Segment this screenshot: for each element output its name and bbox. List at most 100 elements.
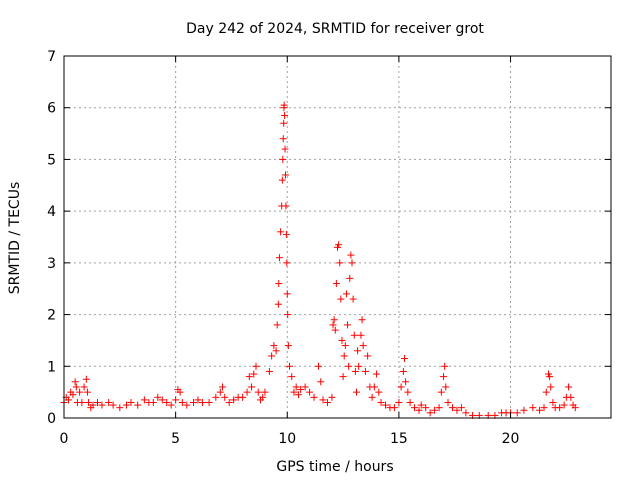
data-point bbox=[288, 373, 296, 381]
data-point bbox=[178, 398, 186, 406]
data-point bbox=[370, 383, 378, 391]
data-point bbox=[252, 362, 260, 370]
data-point bbox=[546, 373, 554, 381]
data-point bbox=[281, 171, 289, 179]
y-tick-label: 0 bbox=[47, 411, 56, 427]
data-point bbox=[134, 401, 142, 409]
y-tick-label: 1 bbox=[47, 359, 56, 375]
data-point bbox=[411, 404, 419, 412]
data-point bbox=[547, 383, 555, 391]
y-tick-label: 2 bbox=[47, 308, 56, 324]
data-point bbox=[345, 362, 353, 370]
data-point bbox=[344, 321, 352, 329]
data-point bbox=[254, 388, 262, 396]
data-point bbox=[183, 401, 191, 409]
data-point bbox=[272, 347, 280, 355]
data-point bbox=[278, 176, 286, 184]
data-point bbox=[317, 378, 325, 386]
data-point bbox=[341, 342, 349, 350]
data-point bbox=[342, 290, 350, 298]
data-point bbox=[542, 388, 550, 396]
data-point bbox=[71, 378, 79, 386]
data-point bbox=[382, 401, 390, 409]
data-point bbox=[336, 259, 344, 267]
data-point bbox=[354, 347, 362, 355]
grid-lines bbox=[64, 56, 611, 418]
data-point bbox=[194, 396, 202, 404]
data-point bbox=[176, 388, 184, 396]
data-point bbox=[80, 383, 88, 391]
data-point bbox=[167, 401, 175, 409]
data-point bbox=[205, 398, 213, 406]
data-point bbox=[422, 404, 430, 412]
data-point bbox=[275, 254, 283, 262]
data-point bbox=[76, 388, 84, 396]
data-point bbox=[274, 300, 282, 308]
data-point bbox=[250, 370, 258, 378]
data-point bbox=[359, 342, 367, 350]
chart-title: Day 242 of 2024, SRMTID for receiver gro… bbox=[186, 21, 484, 37]
data-point bbox=[399, 367, 407, 375]
data-point bbox=[440, 373, 448, 381]
data-point bbox=[435, 404, 443, 412]
data-point bbox=[284, 342, 292, 350]
y-tick-label: 6 bbox=[47, 101, 56, 117]
data-point bbox=[259, 393, 267, 401]
data-point bbox=[375, 388, 383, 396]
data-point bbox=[216, 388, 224, 396]
data-point bbox=[404, 388, 412, 396]
data-point bbox=[221, 393, 229, 401]
data-point bbox=[154, 393, 162, 401]
data-point bbox=[441, 362, 449, 370]
data-point bbox=[281, 111, 289, 119]
data-point bbox=[347, 251, 355, 259]
data-point bbox=[556, 404, 564, 412]
data-point bbox=[323, 398, 331, 406]
y-tick-label: 3 bbox=[47, 256, 56, 272]
data-point bbox=[377, 398, 385, 406]
data-point bbox=[329, 321, 337, 329]
data-point bbox=[116, 404, 124, 412]
data-point bbox=[349, 295, 357, 303]
data-point bbox=[292, 383, 300, 391]
data-point bbox=[83, 388, 91, 396]
data-point bbox=[417, 401, 425, 409]
data-point bbox=[163, 398, 171, 406]
x-tick-label: 15 bbox=[390, 431, 408, 447]
data-point bbox=[549, 398, 557, 406]
data-point bbox=[331, 326, 339, 334]
data-point bbox=[69, 391, 77, 399]
data-point bbox=[357, 331, 365, 339]
data-point bbox=[285, 362, 293, 370]
data-point bbox=[338, 336, 346, 344]
data-point bbox=[400, 355, 408, 363]
data-point bbox=[189, 398, 197, 406]
data-point bbox=[284, 311, 292, 319]
data-point bbox=[335, 241, 343, 249]
data-point bbox=[105, 398, 113, 406]
data-point bbox=[339, 373, 347, 381]
tick-labels: 0 1 2 3 4 5 6 7 0 5 10 15 20 bbox=[47, 49, 519, 447]
data-point bbox=[158, 396, 166, 404]
data-point bbox=[337, 295, 345, 303]
data-point bbox=[98, 401, 106, 409]
data-point bbox=[245, 373, 253, 381]
data-point bbox=[520, 406, 528, 414]
data-point bbox=[565, 383, 573, 391]
x-tick-label: 5 bbox=[171, 431, 180, 447]
data-points bbox=[60, 101, 579, 419]
data-point bbox=[290, 388, 298, 396]
data-point bbox=[82, 375, 90, 383]
data-point bbox=[64, 396, 72, 404]
data-point bbox=[268, 352, 276, 360]
data-point bbox=[332, 280, 340, 288]
data-point bbox=[212, 393, 220, 401]
data-point bbox=[230, 396, 238, 404]
data-point bbox=[239, 393, 247, 401]
data-point bbox=[89, 401, 97, 409]
data-point bbox=[283, 290, 291, 298]
x-tick-label: 10 bbox=[278, 431, 296, 447]
data-point bbox=[277, 228, 285, 236]
data-point bbox=[431, 406, 439, 414]
